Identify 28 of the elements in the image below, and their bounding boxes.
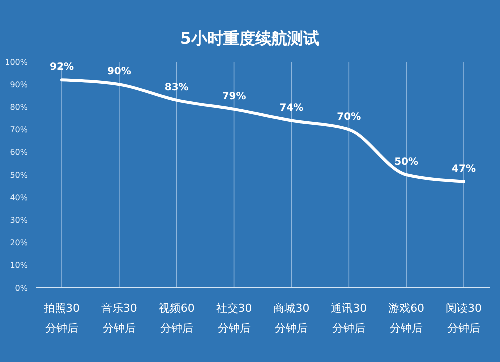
y-tick-label: 80% (10, 103, 28, 112)
y-tick-label: 70% (10, 126, 28, 135)
data-label: 70% (337, 112, 362, 123)
x-tick-label: 音乐30 分钟后 (101, 302, 138, 335)
y-tick-label: 50% (10, 170, 28, 180)
y-tick-label: 0% (15, 284, 28, 293)
data-label: 47% (452, 164, 476, 175)
x-tick-label: 阅读30 分钟后 (446, 302, 482, 335)
y-tick-label: 90% (10, 80, 28, 90)
data-label: 50% (394, 157, 419, 168)
chart-title: 5小时重度续航测试 (180, 29, 320, 48)
data-label: 92% (50, 62, 74, 74)
data-label: 79% (222, 91, 246, 102)
x-tick-label: 商城30 分钟后 (274, 302, 310, 335)
y-tick-label: 30% (10, 216, 28, 225)
y-tick-label: 40% (10, 193, 28, 202)
x-tick-label: 视频60 分钟后 (158, 302, 195, 335)
x-tick-label: 通讯30 分钟后 (331, 302, 368, 335)
data-label: 83% (164, 82, 189, 94)
y-tick-label: 10% (10, 261, 28, 270)
y-tick-label: 100% (5, 58, 28, 67)
x-tick-label: 拍照30 分钟后 (43, 302, 80, 335)
y-tick-label: 60% (10, 148, 28, 158)
x-tick-label: 游戏60 分钟后 (388, 302, 425, 335)
y-tick-label: 20% (10, 238, 28, 248)
data-label: 90% (107, 66, 132, 78)
data-label: 74% (280, 102, 304, 114)
x-tick-label: 社交30 分钟后 (216, 302, 252, 335)
